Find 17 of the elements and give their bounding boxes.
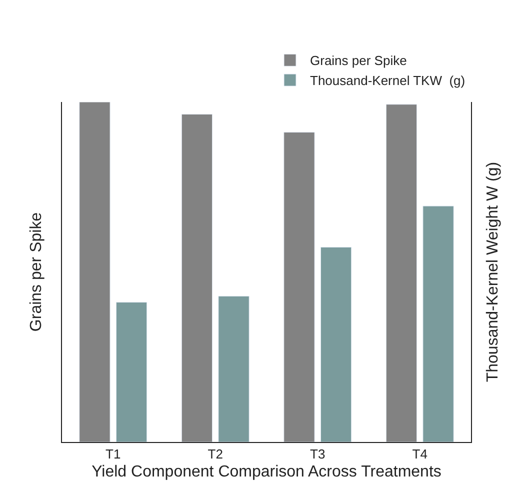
bar	[79, 102, 110, 442]
x-axis-title: Yield Component Comparison Across Treatments	[92, 463, 442, 480]
legend-label: Thousand-Kernel TKW (g)	[310, 73, 466, 88]
bar	[218, 296, 250, 442]
bar	[386, 104, 418, 442]
bar	[284, 132, 315, 442]
x-tick-label: T1	[106, 446, 121, 462]
x-tick-label: T2	[208, 446, 223, 462]
bar	[116, 302, 148, 442]
x-tick-label: T4	[412, 446, 428, 462]
legend-label: Grains per Spike	[310, 53, 407, 68]
bar	[181, 114, 213, 442]
y2-axis-title: Thousand-Kernel Weight W (g)	[484, 162, 502, 382]
x-tick-label: T3	[310, 446, 326, 462]
y-axis-title: Grains per Spike	[28, 212, 45, 332]
bar	[320, 246, 352, 442]
bar	[422, 206, 454, 442]
